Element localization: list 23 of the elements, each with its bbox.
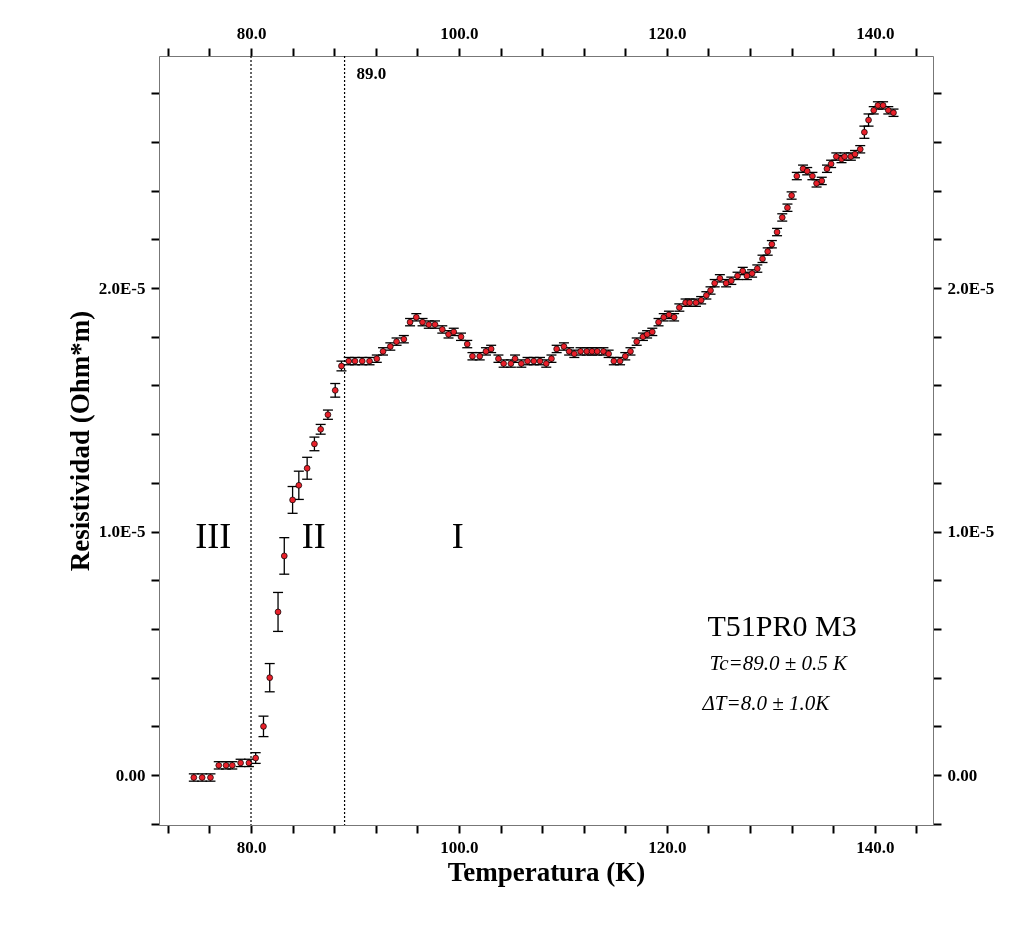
x-tick-label: 140.0 <box>856 837 895 857</box>
x-tick-label: 100.0 <box>440 837 479 857</box>
annotation: T51PR0 M3 <box>707 608 857 642</box>
annotation: II <box>301 515 326 556</box>
annotation: I <box>451 515 464 556</box>
x-tick-label: 120.0 <box>648 837 687 857</box>
x-axis-title: Temperatura (K) <box>447 856 646 887</box>
annotation: ΔT=8.0 ± 1.0K <box>701 691 831 716</box>
ref-line-label: 89.0 <box>356 64 387 83</box>
y2-tick-label: 1.0E-5 <box>947 522 995 542</box>
annotation: Tc=89.0 ± 0.5 K <box>709 650 848 675</box>
y-tick-label: 2.0E-5 <box>98 278 146 298</box>
x2-tick-label: 100.0 <box>440 23 479 43</box>
y-axis-title: Resistividad (Ohm*m) <box>64 310 95 572</box>
y2-tick-label: 2.0E-5 <box>947 278 995 298</box>
y2-tick-label: 0.00 <box>947 765 978 785</box>
annotation: III <box>195 515 232 556</box>
x2-tick-label: 80.0 <box>236 23 267 43</box>
y-tick-label: 1.0E-5 <box>98 522 146 542</box>
x-tick-label: 80.0 <box>236 837 267 857</box>
x2-tick-label: 140.0 <box>856 23 895 43</box>
y-tick-label: 0.00 <box>115 765 146 785</box>
x2-tick-label: 120.0 <box>648 23 687 43</box>
